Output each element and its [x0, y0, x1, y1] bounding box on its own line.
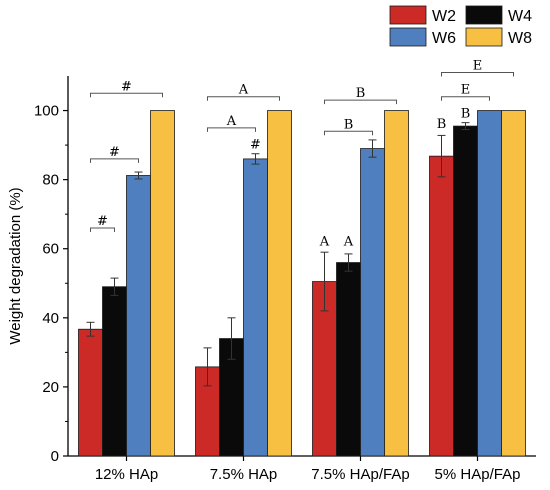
significance-label: A [319, 234, 330, 249]
legend-swatch [465, 27, 503, 47]
bar [360, 148, 385, 457]
y-tick-label: 80 [42, 172, 59, 189]
legend-label: W6 [432, 30, 456, 47]
significance-bracket [90, 227, 115, 232]
significance-label: A [238, 83, 249, 98]
significance-label: E [473, 59, 483, 74]
bars [78, 110, 526, 457]
bar [429, 155, 454, 457]
significance-label: B [437, 117, 447, 132]
bar [477, 110, 502, 457]
significance-label: B [461, 106, 471, 121]
significance-label: # [97, 214, 108, 229]
bar [150, 110, 175, 457]
significance-label: A [226, 114, 237, 129]
significance-bracket [207, 127, 256, 132]
significance-bracket [90, 92, 163, 98]
bar [78, 328, 103, 457]
significance-label: # [109, 145, 120, 160]
significance-label: E [461, 83, 471, 98]
significance-bracket [90, 158, 139, 163]
bar [384, 110, 409, 457]
significance-bracket [324, 99, 397, 105]
bar [267, 110, 292, 457]
significance-label: # [250, 138, 261, 153]
y-tick-label: 20 [42, 379, 59, 396]
bar [453, 125, 478, 457]
y-tick-label: 40 [42, 310, 59, 327]
y-tick-label: 60 [42, 241, 59, 258]
legend-swatch [389, 27, 427, 47]
x-tick-label: 5% HAp/FAp [435, 466, 521, 483]
bar [126, 175, 151, 457]
legend-swatch [389, 5, 427, 25]
significance-label: # [121, 79, 132, 94]
significance-bracket [441, 72, 514, 77]
significance-bracket [441, 96, 490, 101]
bar [501, 110, 526, 457]
significance-bracket [207, 96, 280, 101]
legend-label: W4 [508, 8, 532, 25]
legend-swatch [465, 5, 503, 25]
legend-label: W8 [508, 30, 532, 47]
y-axis-label: Weight degradation (%) [7, 187, 24, 344]
axes: 0 20 40 60 80 100 12% HAp 7.5% HAp 7.5% HAp/FAp 5… [34, 76, 536, 483]
y-tick-label: 100 [34, 103, 59, 120]
y-tick-label: 0 [51, 448, 59, 465]
significance-label: B [344, 117, 354, 132]
significance-label: B [356, 86, 366, 101]
bar [336, 262, 361, 457]
significance-label: A [343, 234, 354, 249]
x-tick-label: 7.5% HAp [210, 466, 278, 483]
bar [102, 286, 127, 457]
legend-label: W2 [432, 8, 456, 25]
x-tick-label: 12% HAp [95, 466, 158, 483]
significance-bracket [324, 130, 373, 136]
x-tick-label: 7.5% HAp/FAp [311, 466, 409, 483]
legend: W2 W4 W6 W8 [389, 5, 532, 47]
bar [243, 158, 268, 457]
